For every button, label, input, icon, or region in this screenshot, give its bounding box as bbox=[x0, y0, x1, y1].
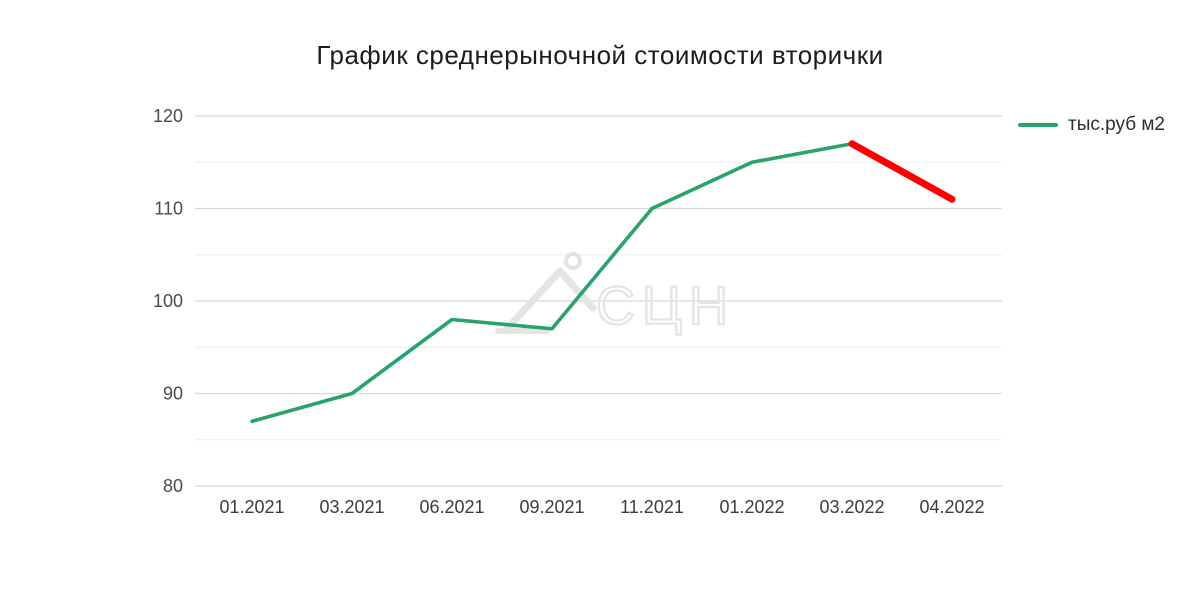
x-axis-tick-label: 06.2021 bbox=[419, 497, 484, 517]
x-axis-tick-label: 09.2021 bbox=[519, 497, 584, 517]
x-axis-tick-label: 11.2021 bbox=[620, 497, 684, 517]
legend-line-swatch bbox=[1018, 123, 1058, 127]
watermark-text: СЦН bbox=[596, 276, 735, 336]
house-roof-logo-icon bbox=[501, 267, 597, 335]
y-axis-tick-label: 100 bbox=[153, 291, 183, 311]
house-roof-logo-icon bbox=[564, 252, 582, 270]
x-axis-tick-label: 01.2022 bbox=[719, 497, 784, 517]
series-line-segment bbox=[848, 140, 956, 203]
legend: тыс.руб м2 bbox=[1018, 114, 1165, 136]
chart-title: График среднерыночной стоимости вторички bbox=[316, 40, 884, 70]
series-line-segment bbox=[250, 141, 854, 424]
x-axis-tick-label: 03.2021 bbox=[319, 497, 384, 517]
y-axis-tick-label: 80 bbox=[163, 476, 183, 496]
legend-series-label: тыс.руб м2 bbox=[1068, 114, 1165, 135]
x-axis-tick-label: 03.2022 bbox=[819, 497, 884, 517]
x-axis-tick-label: 04.2022 bbox=[919, 497, 984, 517]
y-axis-tick-label: 90 bbox=[163, 384, 183, 404]
x-axis-tick-label: 01.2021 bbox=[219, 497, 284, 517]
y-axis-tick-label: 120 bbox=[153, 106, 183, 126]
y-axis-tick-label: 110 bbox=[154, 199, 183, 219]
